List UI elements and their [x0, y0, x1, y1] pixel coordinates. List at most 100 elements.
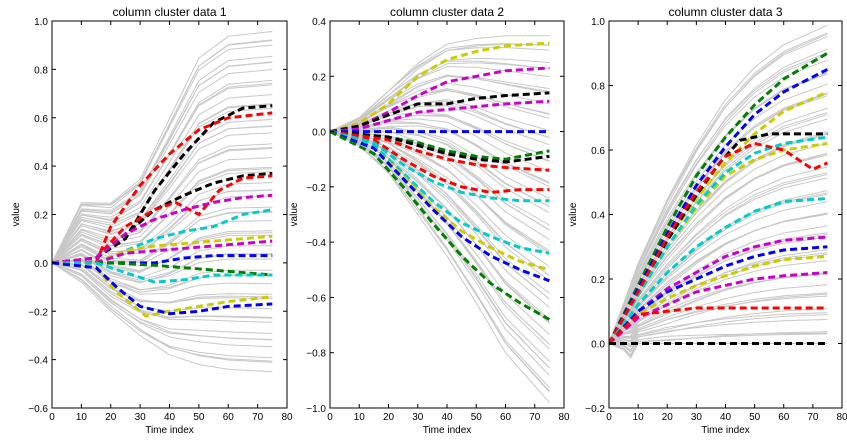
chart-panel-2: 0 10 20 30 40 50 60 70 80 −1.0 −0.8 −0.6 −0.4 −0.2 0.0…	[289, 5, 570, 436]
background-line	[52, 262, 273, 373]
background-line	[609, 213, 828, 344]
x-tick-label: 60	[500, 412, 512, 423]
y-tick-label: 0.6	[591, 146, 605, 157]
plot-frame	[329, 20, 565, 409]
series-line-8	[609, 196, 828, 345]
background-line	[609, 225, 828, 344]
y-tick-label: 0.4	[312, 17, 326, 28]
background-line	[52, 39, 273, 264]
x-tick-label: 70	[529, 412, 541, 423]
background-line	[609, 343, 828, 359]
background-line	[609, 249, 828, 344]
y-tick-label: 1.0	[591, 17, 605, 28]
series-line-7	[609, 141, 829, 345]
y-tick-label: −0.4	[306, 238, 326, 249]
series-line-4	[330, 99, 550, 134]
background-line	[609, 308, 828, 351]
x-tick-label: 70	[252, 412, 264, 423]
background-line	[52, 182, 273, 264]
y-tick-label: −0.2	[306, 183, 326, 194]
x-tick-label: 0	[49, 412, 55, 423]
series-line-1	[609, 51, 829, 345]
y-tick-label: 1.0	[34, 17, 48, 28]
background-line	[609, 33, 828, 344]
series-line-2	[609, 68, 829, 345]
y-axis-label: value	[289, 202, 300, 226]
background-line	[609, 166, 828, 344]
plot-area	[330, 35, 551, 403]
x-tick-label: 30	[135, 412, 147, 423]
background-line	[330, 131, 550, 362]
x-axis-label: Time index	[701, 425, 750, 436]
x-tick-label: 30	[412, 412, 424, 423]
chart-panel-3: 0 10 20 30 40 50 60 70 80 −0.2 0.0 0.2 0.4 0.6 0.8 1.0 c…	[568, 5, 847, 436]
background-line	[609, 92, 828, 344]
background-line	[52, 40, 273, 264]
x-tick-label: 10	[76, 412, 88, 423]
x-tick-label: 50	[471, 412, 483, 423]
y-tick-label: 0.2	[312, 72, 326, 83]
x-tick-label: 10	[354, 412, 366, 423]
series-line-9	[330, 130, 550, 194]
background-line	[609, 333, 828, 357]
y-axis-label: value	[11, 202, 22, 226]
series-line-11	[330, 130, 550, 255]
y-tick-label: 0.2	[591, 275, 605, 286]
series-line-13	[330, 130, 550, 283]
y-tick-label: −0.6	[28, 404, 48, 415]
background-line	[330, 35, 550, 133]
background-line	[52, 79, 273, 264]
background-line	[609, 331, 828, 357]
x-tick-label: 0	[606, 412, 612, 423]
background-line	[52, 143, 273, 264]
chart-title: column cluster data 3	[668, 5, 782, 19]
series-line-13	[52, 261, 273, 316]
background-line	[52, 262, 273, 341]
background-line	[52, 258, 273, 291]
x-tick-label: 40	[720, 412, 732, 423]
x-tick-label: 20	[662, 412, 674, 423]
background-line	[609, 284, 828, 345]
series-line-10	[609, 245, 828, 345]
background-line	[52, 262, 273, 334]
series-line-10	[52, 261, 273, 277]
background-line	[52, 262, 273, 319]
plot-area	[609, 24, 829, 359]
background-line	[52, 69, 273, 264]
series-line-8	[330, 130, 550, 172]
series-line-1	[330, 41, 550, 134]
background-line	[609, 48, 828, 344]
y-tick-label: 0.4	[591, 211, 605, 222]
x-tick-label: 40	[441, 412, 453, 423]
x-tick-label: 30	[691, 412, 703, 423]
y-axis-label: value	[568, 202, 579, 226]
y-tick-label: −0.2	[28, 307, 48, 318]
background-line	[52, 211, 273, 264]
series-line-10	[330, 130, 550, 203]
background-line	[330, 100, 550, 139]
chart-panel-1: 0 10 20 30 40 50 60 70 80 −0.6 −0.4 −0.2 0.0 0.2 0.4 0.…	[11, 5, 293, 436]
y-tick-label: 0.8	[591, 82, 605, 93]
background-line	[330, 131, 550, 345]
background-line	[52, 211, 273, 264]
background-line	[609, 153, 828, 344]
x-axis-label: Time index	[145, 425, 194, 436]
series-line-5	[52, 193, 273, 265]
y-tick-label: −0.4	[28, 356, 48, 367]
background-line	[330, 66, 550, 133]
background-line	[52, 220, 273, 266]
background-line	[609, 24, 828, 344]
y-tick-label: 0.4	[34, 162, 48, 173]
background-line	[609, 212, 828, 344]
y-tick-label: 0.2	[34, 211, 48, 222]
background-line	[52, 253, 273, 284]
x-tick-label: 50	[193, 412, 205, 423]
series-line-12	[609, 271, 828, 345]
background-line	[609, 332, 828, 356]
series-line-14	[330, 130, 551, 321]
series-line-11	[52, 261, 273, 284]
series-line-6	[609, 135, 828, 345]
background-lines	[330, 35, 550, 403]
series-line-3	[330, 91, 550, 134]
